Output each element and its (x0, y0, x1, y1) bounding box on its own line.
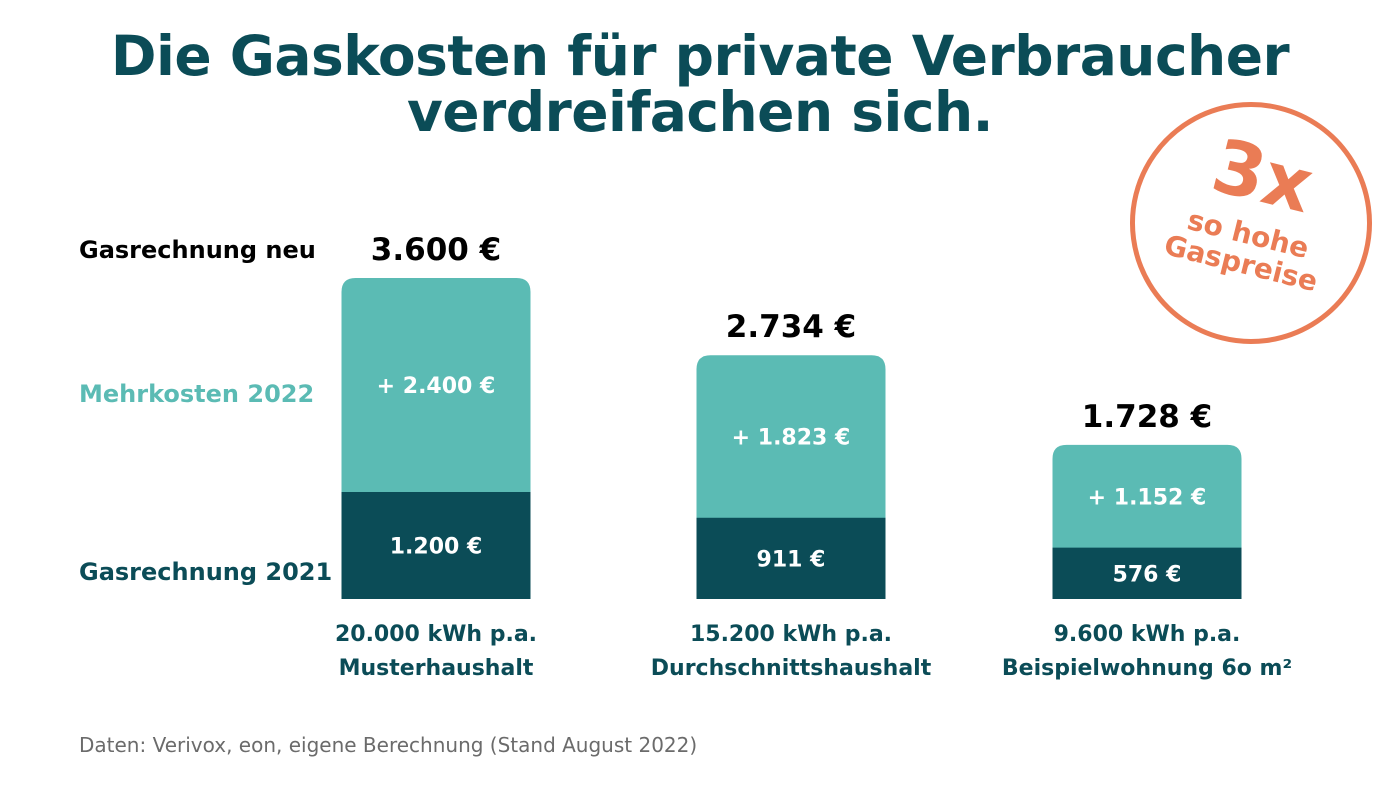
bar-base-2 (1052, 547, 1242, 599)
label-extra-costs: Mehrkosten 2022 (79, 380, 315, 408)
category-line2-0: Musterhaushalt (339, 656, 534, 681)
source-note: Daten: Verivox, eon, eigene Berechnung (… (79, 733, 698, 757)
bar-extra-2 (1052, 444, 1242, 550)
category-line2-1: Durchschnittshaushalt (651, 656, 932, 681)
category-line1-0: 20.000 kWh p.a. (335, 622, 537, 647)
label-new-bill: Gasrechnung neu (79, 236, 316, 264)
title-line-2: verdreifachen sich. (406, 80, 994, 144)
bar-extra-0 (341, 278, 531, 494)
label-base-2: 576 € (1113, 562, 1182, 587)
label-total-2: 1.728 € (1082, 399, 1212, 435)
label-total-0: 3.600 € (371, 232, 501, 268)
bar-extra-1 (696, 355, 886, 520)
label-extra-1: + 1.823 € (732, 425, 851, 450)
category-line2-2: Beispielwohnung 6o m² (1002, 656, 1292, 681)
category-line1-2: 9.600 kWh p.a. (1054, 622, 1241, 647)
category-line1-1: 15.200 kWh p.a. (690, 622, 892, 647)
page-title: Die Gaskosten für private Verbraucher ve… (0, 28, 1400, 140)
label-bill-2021: Gasrechnung 2021 (79, 558, 333, 586)
bar-base-1 (696, 517, 886, 599)
label-extra-2: + 1.152 € (1088, 485, 1207, 510)
label-total-1: 2.734 € (726, 309, 856, 345)
label-base-0: 1.200 € (390, 535, 483, 560)
bar-base-0 (341, 492, 531, 599)
label-extra-0: + 2.400 € (377, 374, 496, 399)
label-base-1: 911 € (757, 547, 826, 572)
title-line-1: Die Gaskosten für private Verbraucher (110, 24, 1290, 88)
